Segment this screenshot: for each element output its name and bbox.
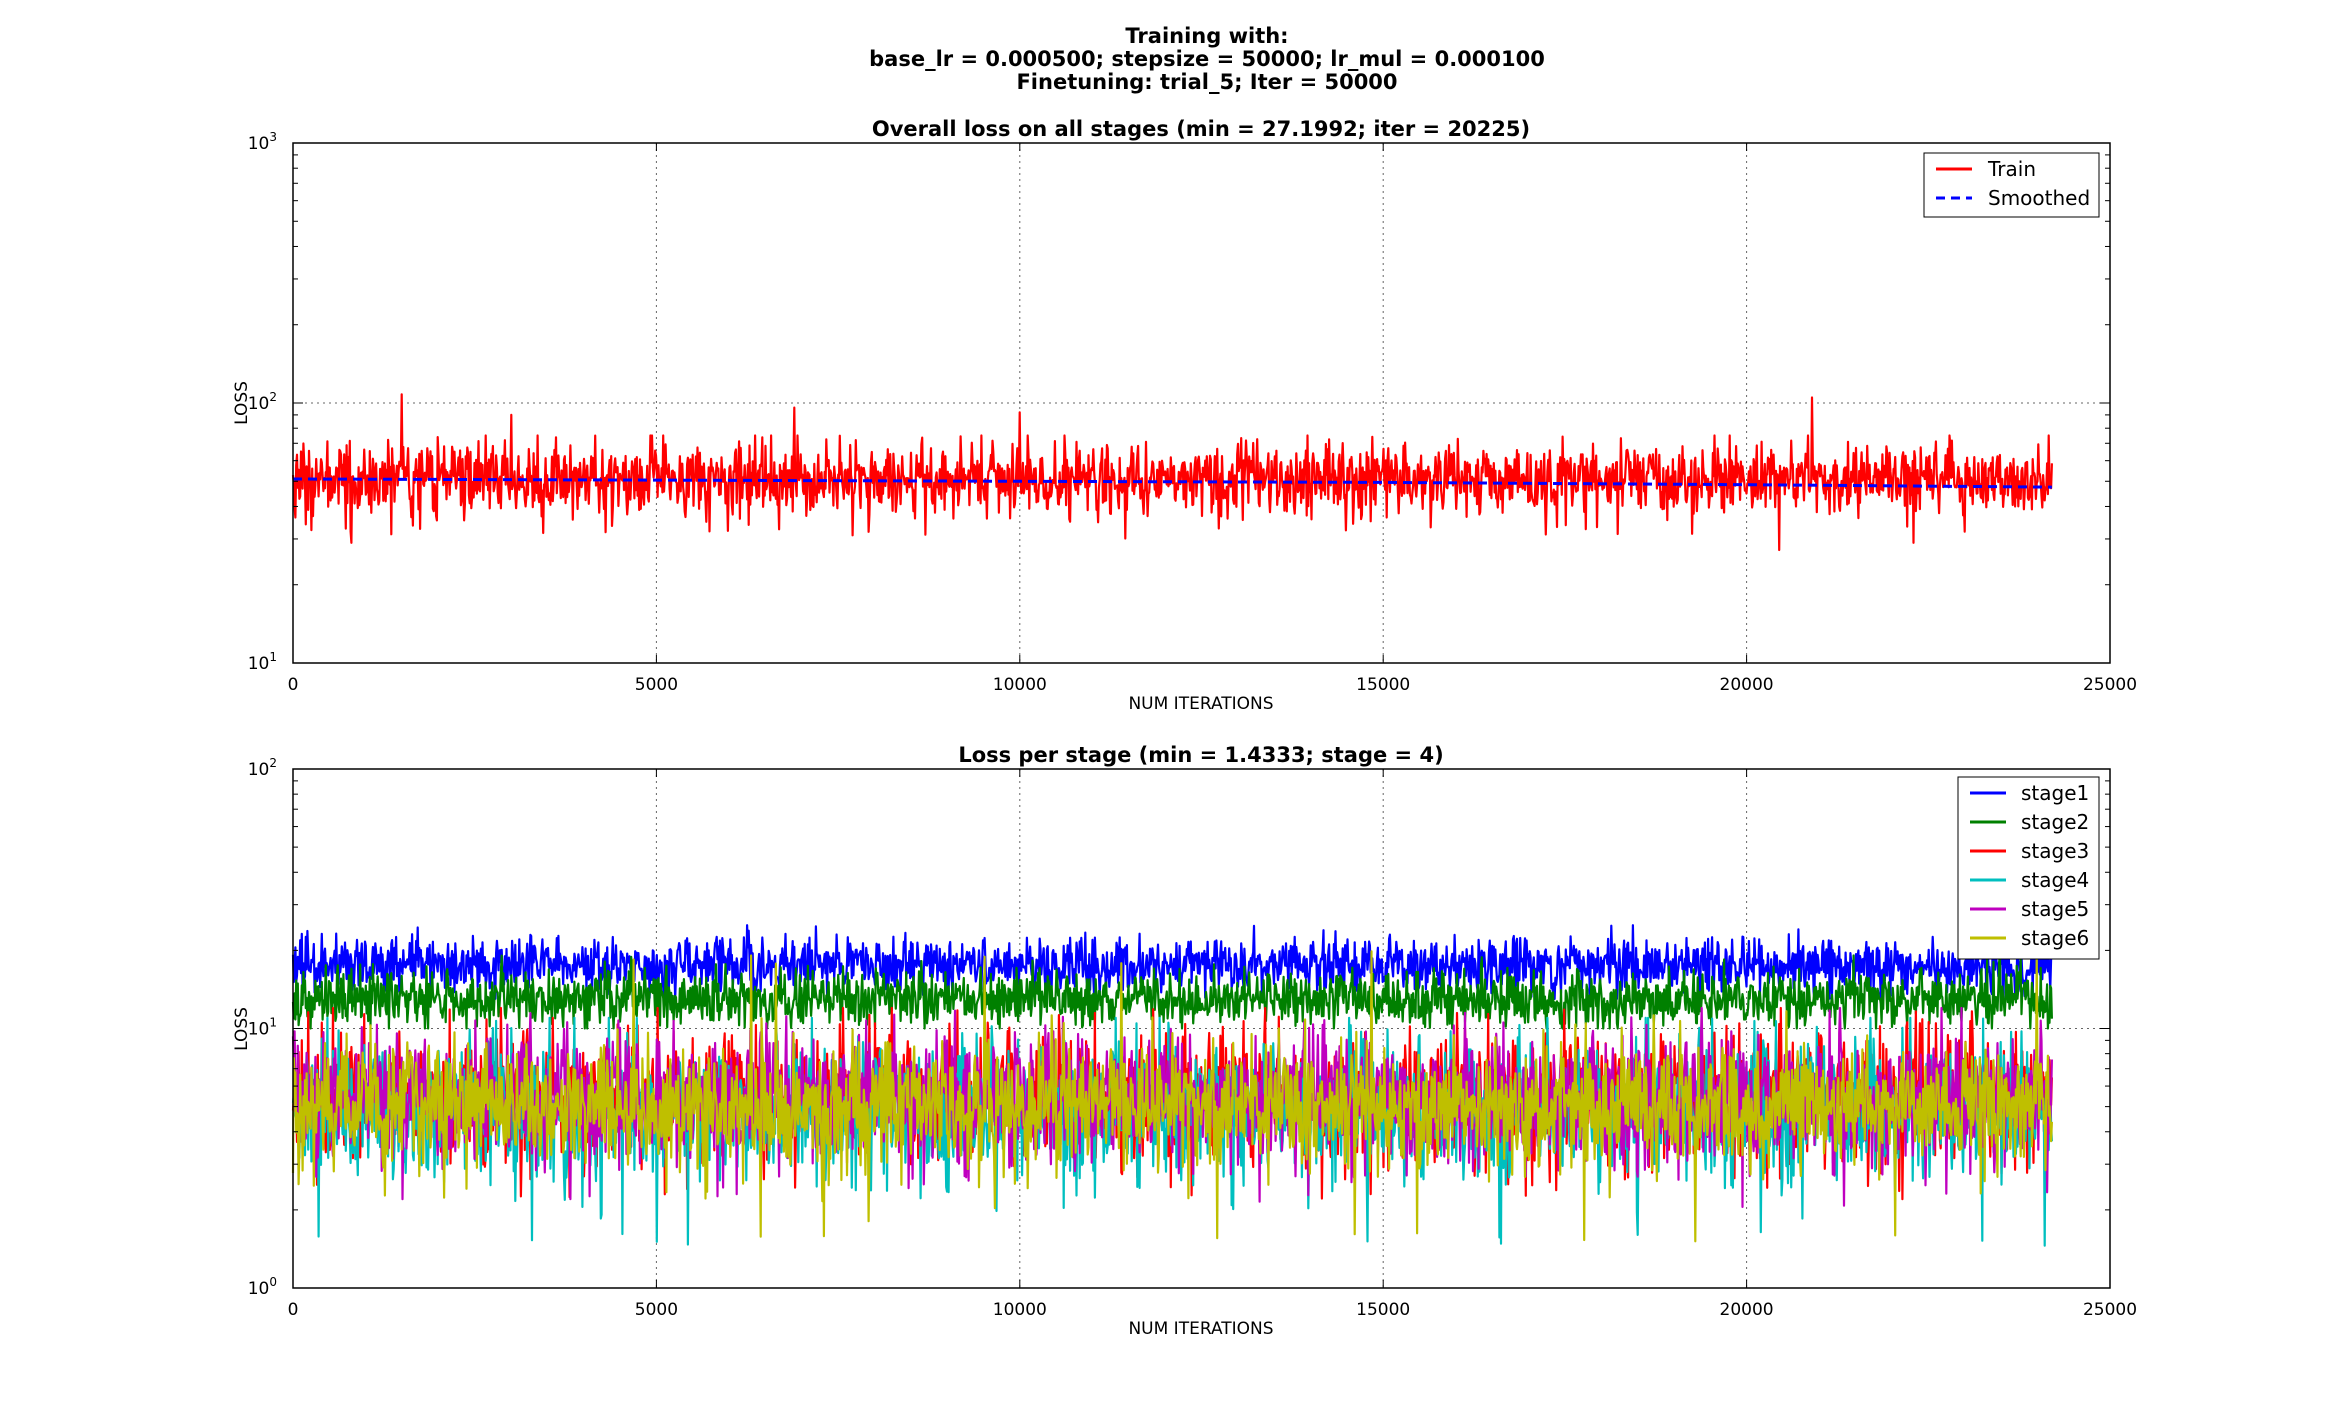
overall-loss-plot: Overall loss on all stages (min = 27.199… bbox=[232, 117, 2137, 714]
overall-loss-title: Overall loss on all stages (min = 27.199… bbox=[872, 117, 1530, 141]
x-tick-label: 5000 bbox=[635, 1300, 678, 1320]
x-tick-label: 15000 bbox=[1356, 1300, 1410, 1320]
x-tick-label: 15000 bbox=[1356, 675, 1410, 695]
stage-loss-xlabel: NUM ITERATIONS bbox=[1128, 1319, 1273, 1339]
legend-stage2-label: stage2 bbox=[2021, 810, 2089, 834]
series-line-train bbox=[291, 393, 2053, 552]
legend-stage3-label: stage3 bbox=[2021, 839, 2089, 863]
x-tick-label: 10000 bbox=[993, 675, 1047, 695]
suptitle-line-3: Finetuning: trial_5; Iter = 50000 bbox=[1016, 70, 1397, 94]
overall-loss-ylabel: LOSS bbox=[232, 381, 252, 425]
series-line-stage6 bbox=[291, 950, 2053, 1243]
legend-stage4-label: stage4 bbox=[2021, 868, 2089, 892]
x-tick-label: 10000 bbox=[993, 1300, 1047, 1320]
overall-loss-legend: Train Smoothed bbox=[1923, 152, 2100, 218]
legend-smoothed-label: Smoothed bbox=[1988, 186, 2090, 210]
suptitle-line-1: Training with: bbox=[1125, 24, 1288, 48]
x-tick-label: 5000 bbox=[635, 675, 678, 695]
stage-loss-ylabel: LOSS bbox=[232, 1007, 252, 1051]
overall-loss-grid bbox=[293, 143, 2110, 663]
legend-train-label: Train bbox=[1987, 157, 2036, 181]
suptitle-line-2: base_lr = 0.000500; stepsize = 50000; lr… bbox=[869, 47, 1545, 71]
overall-loss-xlabel: NUM ITERATIONS bbox=[1128, 694, 1273, 714]
x-tick-label: 25000 bbox=[2083, 675, 2137, 695]
overall-loss-lines bbox=[291, 393, 2053, 552]
series-line-smoothed bbox=[292, 477, 2052, 489]
stage-loss-legend: stage1 stage2 stage3 stage4 stage5 stage… bbox=[1957, 776, 2100, 960]
legend-stage5-label: stage5 bbox=[2021, 897, 2089, 921]
stage-loss-title: Loss per stage (min = 1.4333; stage = 4) bbox=[958, 743, 1443, 767]
stage-loss-lines bbox=[291, 924, 2053, 1247]
legend-stage6-label: stage6 bbox=[2021, 926, 2089, 950]
x-tick-label: 20000 bbox=[1720, 675, 1774, 695]
stage-loss-plot: Loss per stage (min = 1.4333; stage = 4)… bbox=[232, 743, 2137, 1339]
x-tick-label: 0 bbox=[288, 675, 299, 695]
x-tick-label: 0 bbox=[288, 1300, 299, 1320]
legend-stage1-label: stage1 bbox=[2021, 781, 2089, 805]
series-line-stage2 bbox=[291, 954, 2053, 1030]
x-tick-label: 20000 bbox=[1720, 1300, 1774, 1320]
series-line-stage1 bbox=[291, 924, 2053, 1000]
x-tick-label: 25000 bbox=[2083, 1300, 2137, 1320]
